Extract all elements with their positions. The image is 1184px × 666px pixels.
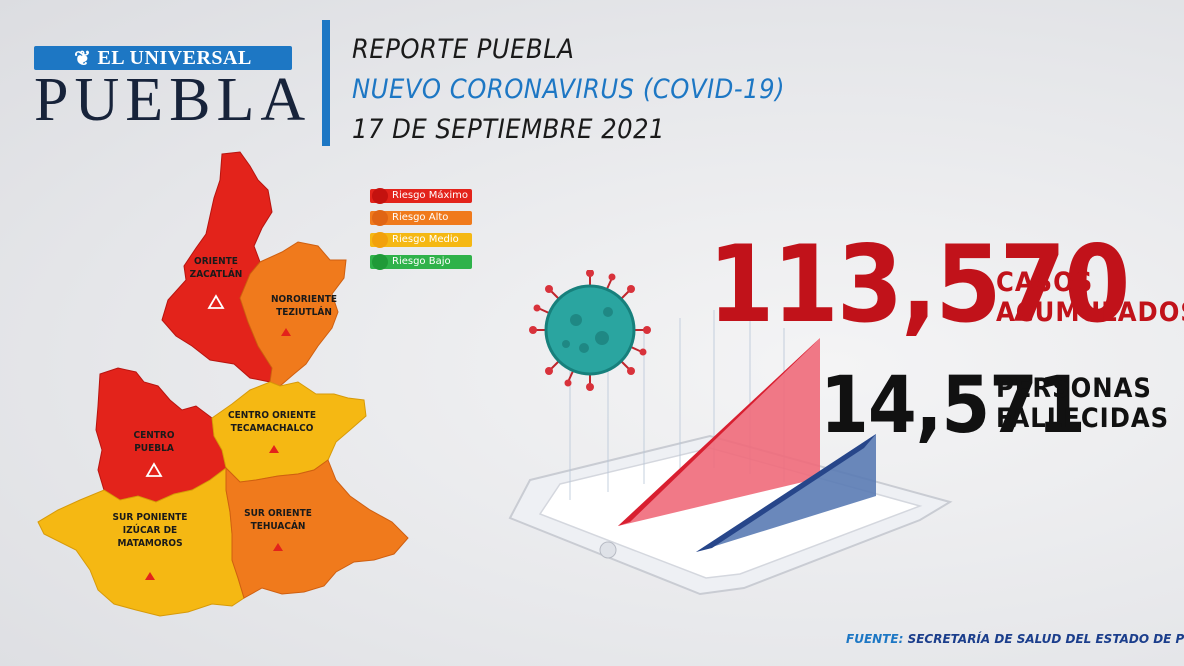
header-divider — [322, 20, 330, 146]
logo-banner: ❦ EL UNIVERSAL — [34, 46, 292, 70]
deaths-bar-edge — [696, 434, 876, 552]
risk-triangle-icon — [207, 294, 225, 309]
deaths-label-line1: PERSONAS — [996, 373, 1152, 404]
logo: ❦ EL UNIVERSAL PUEBLA — [34, 46, 312, 134]
region-sur-oriente-tehuacan — [225, 459, 409, 599]
legend-item-max: Riesgo Máximo — [370, 188, 472, 204]
legend-label: Riesgo Bajo — [392, 256, 451, 267]
region-oriente-zacatlan — [161, 151, 273, 383]
virus-icon — [529, 270, 651, 391]
cases-count: 113,570 — [708, 223, 1130, 346]
region-label: NORORIENTE — [271, 294, 337, 305]
region-nororiente-teziutlan — [239, 241, 347, 387]
legend-dot-icon — [372, 188, 388, 204]
region-label: SUR PONIENTE — [113, 512, 188, 523]
region-label: PUEBLA — [134, 443, 174, 454]
legend-label: Riesgo Máximo — [392, 190, 469, 201]
source-text: SECRETARÍA DE SALUD DEL ESTADO DE PUEBLA — [907, 632, 1184, 646]
legend-dot-icon — [372, 210, 388, 226]
legend-item-high: Riesgo Alto — [370, 210, 472, 226]
risk-triangle-icon — [145, 462, 163, 477]
risk-triangle-icon — [281, 328, 291, 336]
report-date: 17 DE SEPTIEMBRE 2021 — [352, 114, 665, 145]
risk-triangle-icon — [273, 543, 283, 551]
region-label: CENTRO — [134, 430, 175, 441]
region-label: ZACATLÁN — [190, 267, 243, 280]
region-label: ORIENTE — [194, 256, 238, 267]
report-title: REPORTE PUEBLA — [352, 34, 575, 65]
region-label: MATAMOROS — [117, 538, 182, 549]
source-prefix: FUENTE: — [846, 632, 904, 646]
legend-label: Riesgo Medio — [392, 234, 459, 245]
tablet-home-button-icon — [599, 541, 617, 559]
header: REPORTE PUEBLA NUEVO CORONAVIRUS (COVID-… — [352, 30, 785, 150]
legend-dot-icon — [372, 254, 388, 270]
tablet-chart-illustration — [508, 270, 953, 596]
logo-top-text: EL UNIVERSAL — [97, 46, 252, 69]
eagle-icon: ❦ — [74, 47, 92, 70]
risk-triangle-icon — [145, 572, 155, 580]
region-label: TECAMACHALCO — [231, 423, 314, 434]
region-label: CENTRO ORIENTE — [228, 410, 316, 421]
cases-label-line2: ACUMULADOS — [996, 297, 1184, 328]
deaths-label-line2: FALLECIDAS — [996, 403, 1170, 434]
legend-label: Riesgo Alto — [392, 212, 449, 223]
deaths-count: 14,571 — [820, 361, 1086, 451]
region-sur-poniente-izucar — [37, 467, 245, 617]
cases-label-line1: CASOS — [996, 267, 1094, 298]
legend-item-medium: Riesgo Medio — [370, 232, 472, 248]
source-note: FUENTE: SECRETARÍA DE SALUD DEL ESTADO D… — [846, 632, 1184, 646]
cases-label: CASOS ACUMULADOS — [996, 268, 1184, 328]
legend-item-low: Riesgo Bajo — [370, 254, 472, 270]
cases-bar-edge — [618, 338, 820, 526]
risk-legend: Riesgo Máximo Riesgo Alto Riesgo Medio R… — [370, 188, 472, 277]
region-label: TEHUACÁN — [251, 519, 306, 532]
deaths-label: PERSONAS FALLECIDAS — [996, 374, 1169, 434]
report-subtitle: NUEVO CORONAVIRUS (COVID-19) — [352, 74, 786, 105]
logo-main-text: PUEBLA — [34, 66, 312, 134]
region-label: IZÚCAR DE — [123, 523, 177, 536]
region-label: TEZIUTLÁN — [276, 305, 332, 318]
region-label: SUR ORIENTE — [244, 508, 312, 519]
legend-dot-icon — [372, 232, 388, 248]
risk-triangle-icon — [269, 445, 279, 453]
puebla-region-map: ORIENTE ZACATLÁN NORORIENTE TEZIUTLÁN CE… — [37, 151, 409, 617]
